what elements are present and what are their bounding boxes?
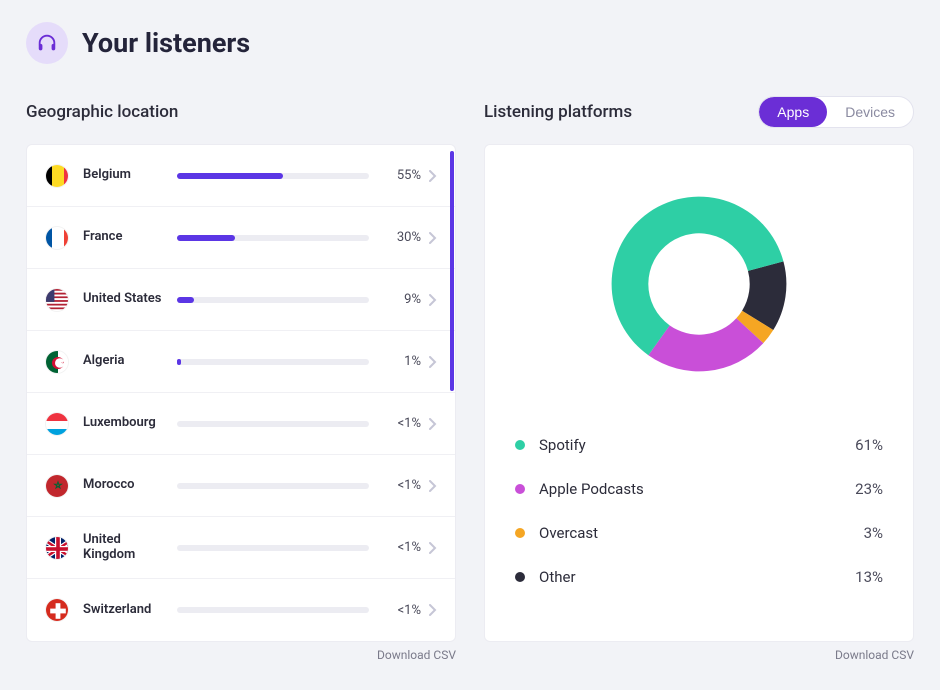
legend-label: Spotify [539, 436, 855, 454]
pct-bar [177, 421, 369, 427]
pct-value: 9% [387, 292, 421, 307]
flag-icon [45, 598, 69, 622]
platforms-download-csv[interactable]: Download CSV [835, 648, 914, 662]
legend-row: Overcast 3% [515, 511, 883, 555]
pct-value: 30% [387, 230, 421, 245]
chevron-right-icon [429, 542, 437, 554]
flag-icon [45, 412, 69, 436]
geo-row[interactable]: United Kingdom <1% [27, 517, 455, 579]
page-title: Your listeners [82, 27, 250, 59]
scroll-indicator [450, 151, 454, 391]
country-name: Luxembourg [83, 416, 163, 431]
platforms-panel: Listening platforms AppsDevices Spotify … [484, 92, 914, 662]
legend-label: Other [539, 568, 855, 586]
legend-value: 23% [855, 480, 883, 498]
country-name: United States [83, 292, 163, 307]
legend-label: Apple Podcasts [539, 480, 855, 498]
pct-value: <1% [387, 478, 421, 493]
donut-chart [515, 169, 883, 399]
country-name: Switzerland [83, 603, 163, 618]
pct-bar [177, 173, 369, 179]
legend-row: Other 13% [515, 555, 883, 599]
legend-dot [515, 572, 525, 582]
geo-row[interactable]: Belgium 55% [27, 145, 455, 207]
chevron-right-icon [429, 294, 437, 306]
chevron-right-icon [429, 170, 437, 182]
geo-row[interactable]: United States 9% [27, 269, 455, 331]
geo-download-csv[interactable]: Download CSV [377, 648, 456, 662]
platforms-title: Listening platforms [484, 102, 632, 122]
flag-icon [45, 164, 69, 188]
pct-bar [177, 545, 369, 551]
legend-label: Overcast [539, 524, 864, 542]
geo-row[interactable]: Luxembourg <1% [27, 393, 455, 455]
country-name: Algeria [83, 354, 163, 369]
flag-icon [45, 350, 69, 374]
legend-row: Spotify 61% [515, 423, 883, 467]
country-name: Belgium [83, 168, 163, 183]
geo-row[interactable]: Morocco <1% [27, 455, 455, 517]
pct-value: 55% [387, 168, 421, 183]
country-name: France [83, 230, 163, 245]
chevron-right-icon [429, 480, 437, 492]
flag-icon [45, 536, 69, 560]
geo-title: Geographic location [26, 102, 178, 122]
geo-card: Belgium 55% France 30% United States 9% … [26, 144, 456, 642]
legend-dot [515, 528, 525, 538]
pct-value: 1% [387, 354, 421, 369]
flag-icon [45, 288, 69, 312]
geo-panel: Geographic location Belgium 55% France 3… [26, 92, 456, 662]
pct-bar [177, 359, 369, 365]
headphones-icon [26, 22, 68, 64]
geo-list[interactable]: Belgium 55% France 30% United States 9% … [27, 145, 455, 641]
legend-value: 61% [855, 436, 883, 454]
chevron-right-icon [429, 232, 437, 244]
chevron-right-icon [429, 356, 437, 368]
toggle-apps[interactable]: Apps [759, 97, 827, 127]
pct-bar [177, 235, 369, 241]
flag-icon [45, 226, 69, 250]
pct-bar [177, 483, 369, 489]
pct-value: <1% [387, 416, 421, 431]
pct-value: <1% [387, 603, 421, 618]
legend-row: Apple Podcasts 23% [515, 467, 883, 511]
platforms-card: Spotify 61% Apple Podcasts 23% Overcast … [484, 144, 914, 642]
geo-row[interactable]: France 30% [27, 207, 455, 269]
legend-value: 13% [855, 568, 883, 586]
section-header: Your listeners [26, 22, 914, 64]
legend-value: 3% [864, 524, 883, 542]
chevron-right-icon [429, 604, 437, 616]
chevron-right-icon [429, 418, 437, 430]
pct-value: <1% [387, 540, 421, 555]
pct-bar [177, 297, 369, 303]
legend-dot [515, 440, 525, 450]
country-name: United Kingdom [83, 533, 163, 563]
platforms-toggle: AppsDevices [758, 96, 914, 128]
flag-icon [45, 474, 69, 498]
geo-row[interactable]: Algeria 1% [27, 331, 455, 393]
toggle-devices[interactable]: Devices [827, 97, 913, 127]
platforms-legend: Spotify 61% Apple Podcasts 23% Overcast … [515, 423, 883, 599]
geo-row[interactable]: Switzerland <1% [27, 579, 455, 641]
pct-bar [177, 607, 369, 613]
legend-dot [515, 484, 525, 494]
country-name: Morocco [83, 478, 163, 493]
